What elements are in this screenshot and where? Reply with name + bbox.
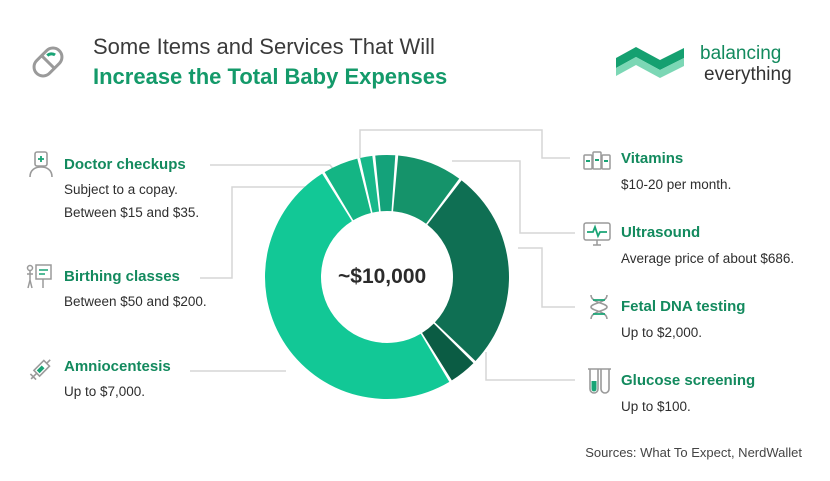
item-label-amniocentesis: Amniocentesis (64, 358, 171, 375)
connector-ultrasound (452, 160, 575, 234)
item-label-vitamins: Vitamins (621, 150, 684, 167)
ultrasound-monitor-icon (583, 222, 611, 246)
page-title-line2: Increase the Total Baby Expenses (93, 64, 448, 89)
donut-slice-birthing-classes (324, 158, 371, 221)
item-label-fetal-dna-testing: Fetal DNA testing (621, 298, 746, 315)
item-label-ultrasound: Ultrasound (621, 224, 701, 241)
connector-dna (518, 247, 575, 308)
item-desc-birthing-1: Between $50 and $200. (64, 294, 207, 309)
brand-name-line2: everything (704, 64, 792, 85)
connector-vitamins (359, 129, 570, 159)
donut-slice-glucose-screening (375, 155, 396, 212)
syringe-icon (29, 359, 51, 381)
balancing-everything-logo (616, 47, 684, 78)
donut-slice-ultrasound (427, 180, 510, 361)
item-label-doctor-checkups: Doctor checkups (64, 156, 186, 173)
chart-center-label: ~$10,000 (338, 265, 427, 288)
presentation-icon (26, 264, 52, 289)
item-desc-glucose-1: Up to $100. (621, 399, 691, 414)
item-desc-amnio-1: Up to $7,000. (64, 384, 146, 399)
brand-name-line1: balancing (700, 43, 782, 64)
vitamin-bottles-icon (583, 151, 611, 170)
item-label-birthing-classes: Birthing classes (64, 268, 180, 285)
item-desc-doctor-1: Subject to a copay. (64, 182, 178, 197)
donut-slice-vitamins (393, 155, 460, 224)
item-desc-doctor-2: Between $15 and $35. (64, 205, 200, 220)
item-desc-dna-1: Up to $2,000. (621, 325, 703, 340)
item-desc-vitamins-1: $10-20 per month. (621, 177, 732, 192)
page-title-line1: Some Items and Services That Will (93, 34, 435, 59)
connector-birthing (200, 186, 318, 279)
connector-glucose (485, 352, 575, 381)
donut-slice-amniocentesis (265, 173, 450, 399)
dna-icon (590, 294, 608, 320)
doctor-icon (29, 151, 53, 178)
donut-slice-fetal-dna-testing (422, 323, 474, 381)
item-label-glucose-screening: Glucose screening (621, 372, 756, 389)
pill-icon (32, 46, 64, 78)
donut-slice-doctor-checkups (360, 155, 380, 213)
test-tubes-icon (588, 368, 611, 394)
item-desc-ultrasound-1: Average price of about $686. (621, 251, 795, 266)
sources-note: Sources: What To Expect, NerdWallet (585, 445, 802, 460)
